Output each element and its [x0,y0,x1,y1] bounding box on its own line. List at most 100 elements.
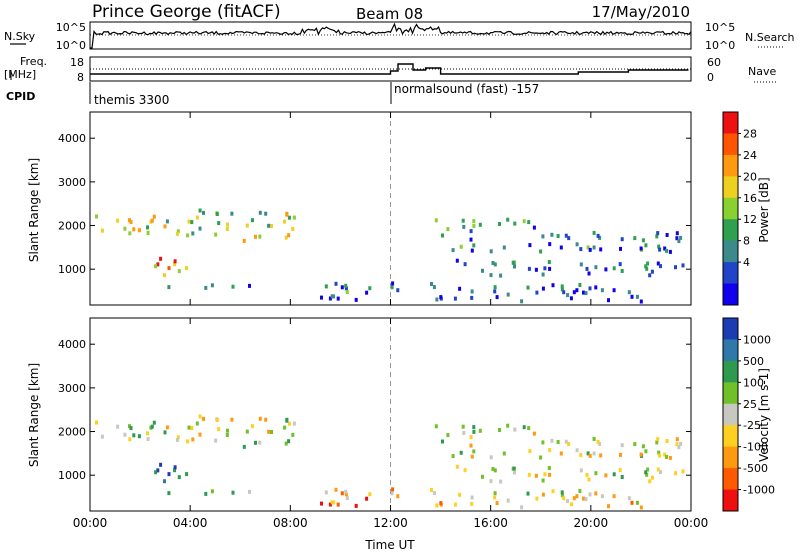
ytick-label: 4000 [58,338,86,351]
echo-cell [489,249,493,254]
echo-cell [159,256,163,261]
echo-cell [522,425,526,430]
echo-cell [551,489,555,494]
echo-cell [594,285,598,290]
echo-cell [539,249,543,254]
nsky-trace [90,22,692,49]
echo-cell [493,262,497,267]
echo-cell [560,493,564,498]
echo-cell [633,442,637,447]
xtick-label: 20:00 [574,516,609,530]
echo-cell [214,438,218,443]
echo-cell [176,229,180,234]
beam-label: Beam 08 [356,5,423,23]
echo-cell [251,424,254,429]
echo-cell [612,266,616,271]
echo-cell [146,437,150,441]
echo-cell [657,450,661,455]
echo-cell [226,222,229,227]
echo-cell [328,296,332,301]
echo-cell [146,225,149,230]
echo-cell [566,293,570,298]
echo-cell [587,477,591,482]
echo-cell [644,243,648,248]
echo-cell [175,231,179,236]
echo-cell [579,453,583,458]
echo-cell [198,414,202,419]
echo-cell [618,468,622,473]
echo-cell [506,292,510,297]
colorbar-swatch [723,425,738,448]
colorbar-swatch [723,468,738,491]
echo-cell [459,244,463,249]
echo-cell [564,439,568,444]
echo-cell [324,284,328,289]
echo-cell [592,230,596,235]
cpid-label: CPID [6,90,35,103]
echo-cell [439,295,443,300]
echo-cell [633,236,637,241]
echo-cell [354,503,358,508]
echo-cell [165,425,169,430]
echo-cell [463,468,467,473]
colorbar-tick-label: 100 [743,376,764,389]
echo-cell [650,475,654,480]
echo-cell [100,434,104,439]
echo-cell [270,224,273,228]
echo-cell [575,288,579,293]
echo-cell [469,229,473,234]
echo-cell [231,284,235,289]
echo-cell [390,285,394,290]
echo-cell [330,294,334,299]
echo-cell [204,285,208,290]
echo-cell [198,432,202,437]
echo-cell [210,283,214,288]
cpid-segment-2: normalsound (fast) -157 [394,82,539,96]
echo-cell [390,491,394,496]
colorbar-frame [722,317,739,512]
echo-cell [562,496,566,501]
echo-cell [639,299,643,304]
echo-cell [572,290,576,295]
echo-cell [620,475,624,479]
colorbar-swatch [723,219,738,242]
echo-cell [156,262,160,267]
echo-cell [365,496,369,501]
echo-cell [129,220,133,225]
colorbar-tick-label: 12 [743,213,757,226]
echo-cell [548,448,552,453]
echo-cell [559,245,563,250]
colorbar-swatch [723,283,738,306]
echo-cell [658,453,662,458]
echo-cell [248,489,251,494]
freq-label: Freq. [20,55,47,68]
echo-cell [231,490,235,495]
echo-cell [230,417,234,422]
echo-cell [556,234,560,238]
echo-cell [434,218,438,223]
echo-cell [534,473,538,478]
echo-cell [618,262,622,267]
echo-cell [489,273,493,278]
echo-cell [190,220,194,225]
echo-cell [527,266,531,271]
echo-cell [472,449,476,454]
echo-cell [185,266,189,271]
echo-cell [658,247,662,252]
echo-cell [493,495,497,500]
echo-cell [391,281,395,286]
echo-cell [547,260,551,264]
echo-cell [607,298,610,303]
colorbar-swatch [723,339,738,362]
xtick-label: 00:00 [73,516,108,530]
echo-cell [499,273,503,278]
power-panel: 1000 2000 3000 4000 [58,111,692,306]
echo-cell [451,248,455,253]
echo-cell [177,475,181,480]
echo-cell [645,472,649,477]
echo-cell [435,503,439,508]
echo-cell [283,425,287,430]
echo-cell [675,437,679,442]
echo-cell [550,438,554,443]
echo-cell [458,492,462,497]
